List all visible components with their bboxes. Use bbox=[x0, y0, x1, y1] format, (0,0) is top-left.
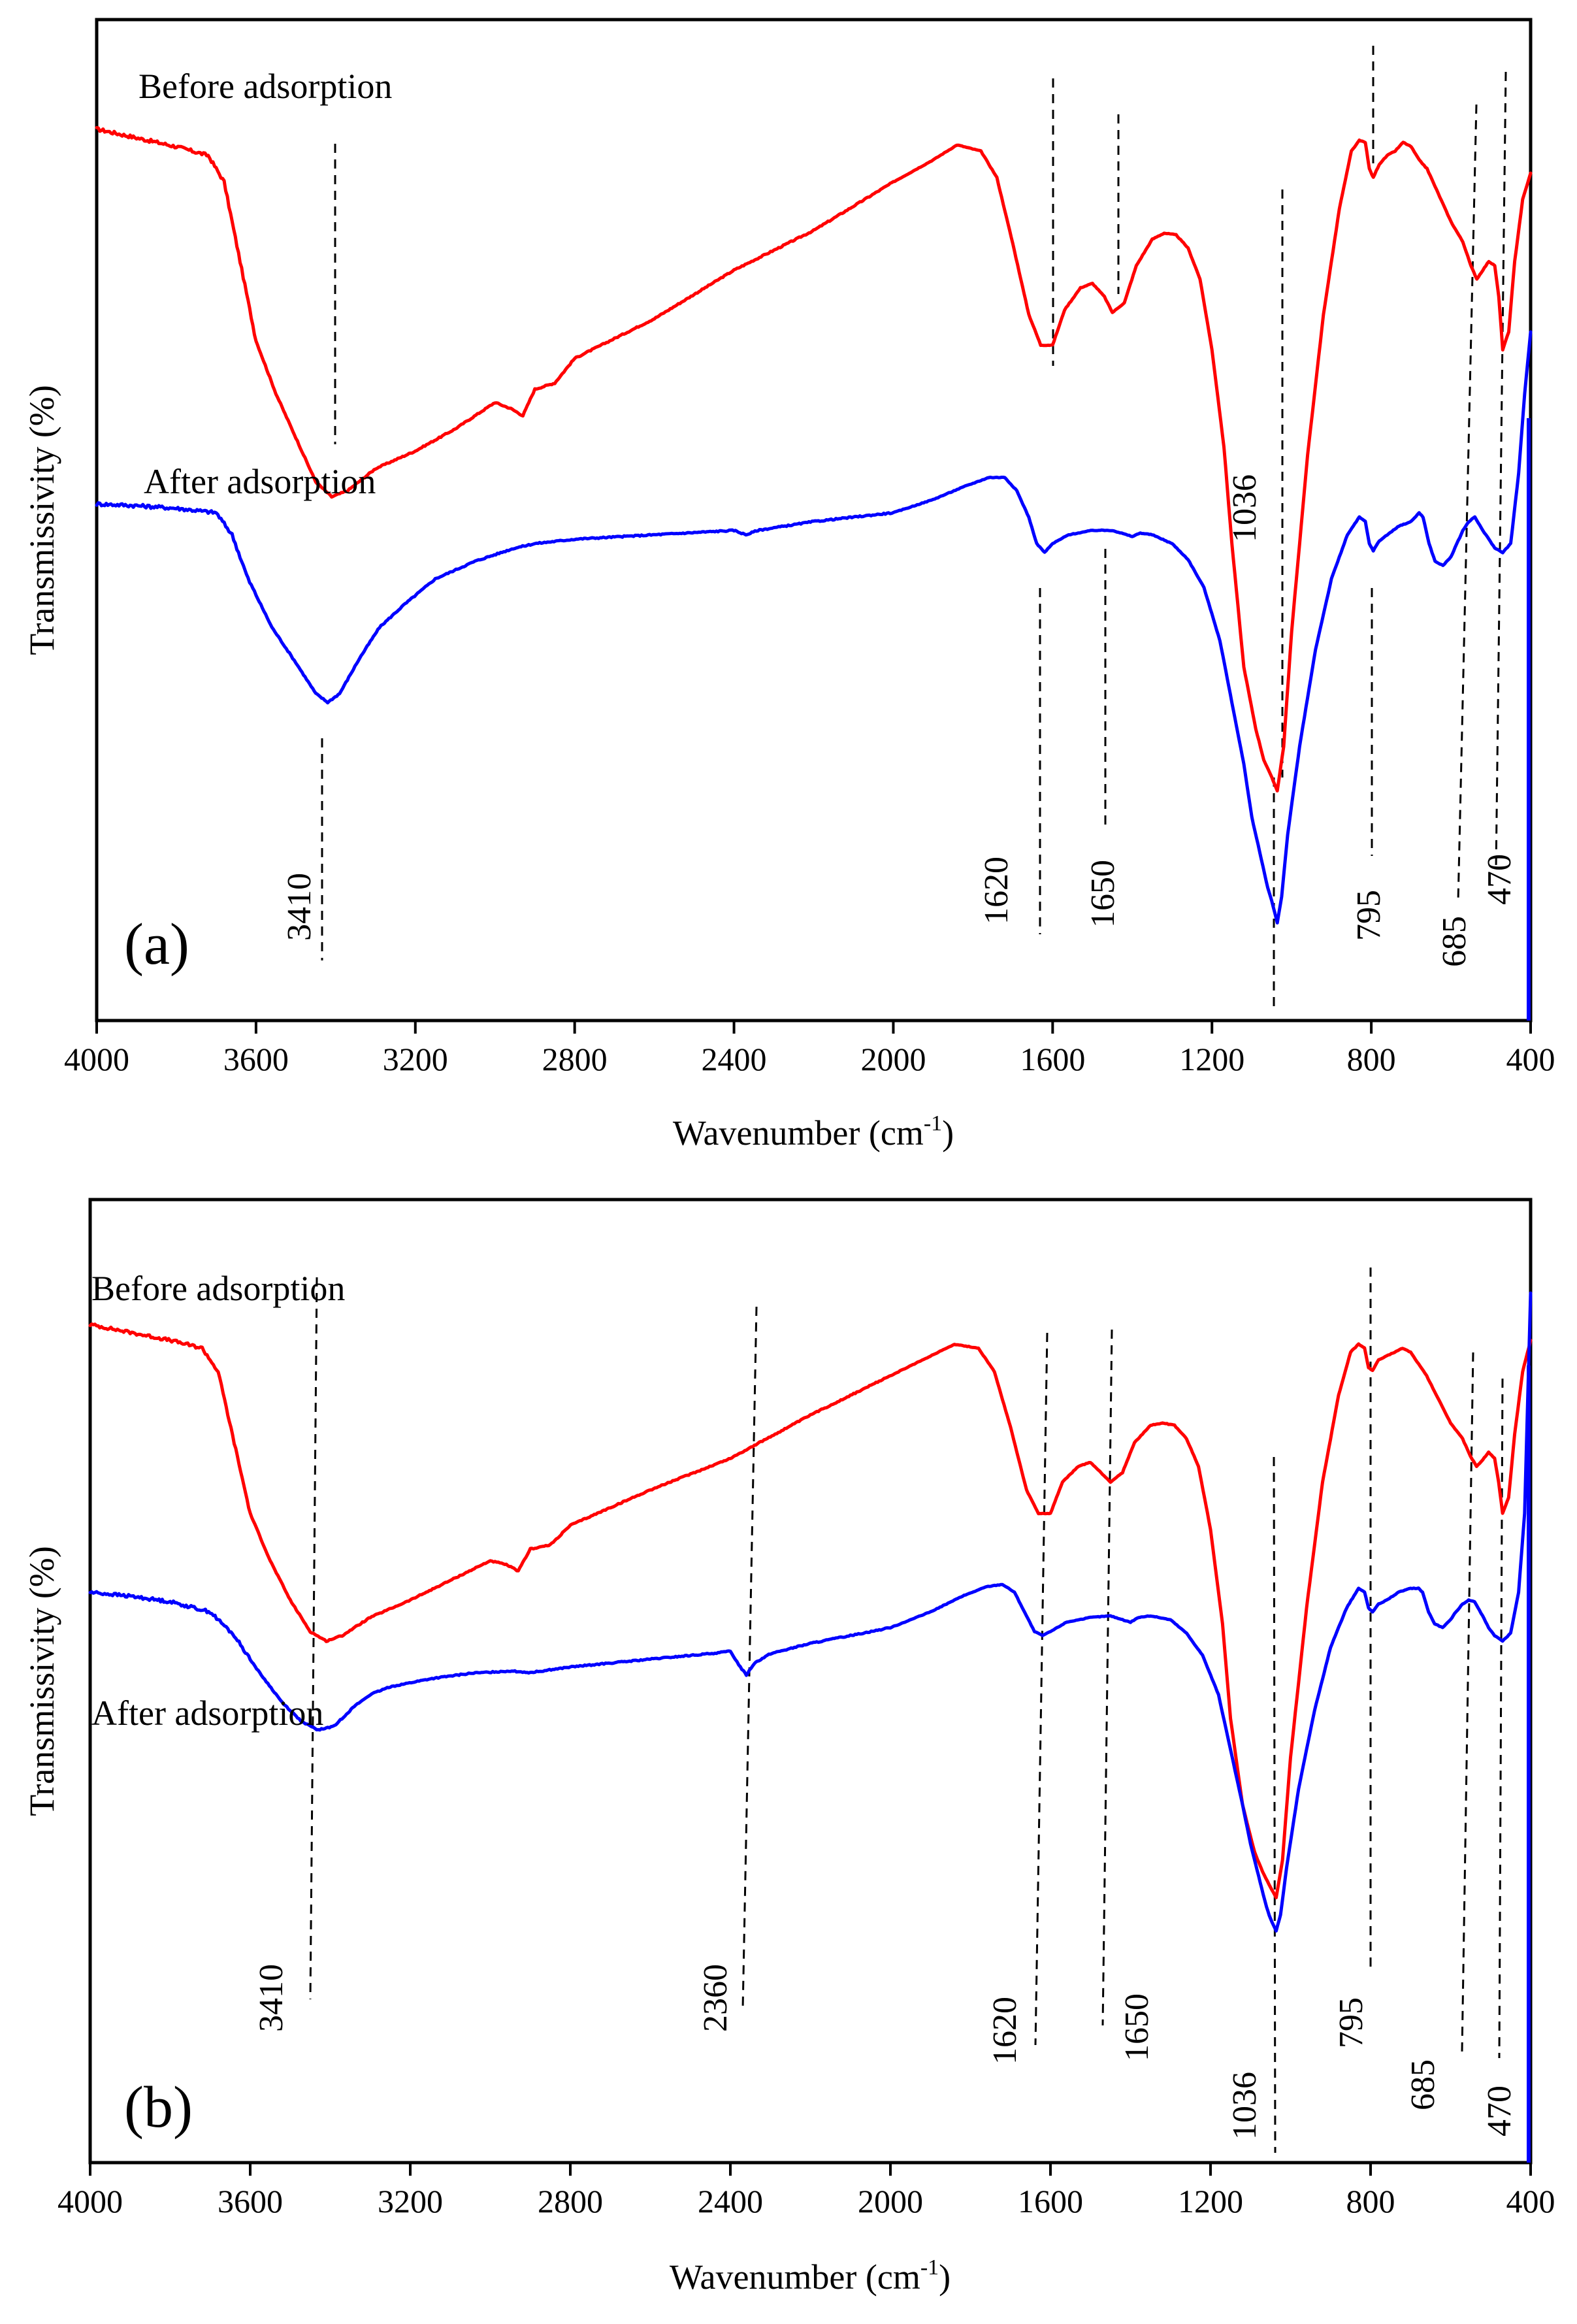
x-tick-label-3600-a: 3600 bbox=[223, 1041, 289, 1077]
after-adsorption-line-a bbox=[95, 330, 1533, 925]
x-axis-title-a-close: ) bbox=[942, 1113, 954, 1153]
x-axis-title-a-sup: -1 bbox=[924, 1111, 942, 1136]
x-ticks-a: 4000 3600 3200 2800 2400 2000 1600 1200 800 400 bbox=[64, 1021, 1555, 1077]
curve-label-before-a: Before adsorption bbox=[138, 67, 392, 106]
x-tick-label-400-a: 400 bbox=[1506, 1041, 1555, 1077]
x-tick-label-1600-a: 1600 bbox=[1020, 1041, 1085, 1077]
series-a bbox=[95, 125, 1533, 1021]
x-tick-label-3200-b: 3200 bbox=[378, 2183, 443, 2219]
peak-label-3410-b: 3410 bbox=[253, 1964, 290, 2032]
peak-label-3410-a: 3410 bbox=[281, 873, 318, 941]
before-adsorption-line-a bbox=[95, 125, 1533, 793]
x-tick-label-4000-a: 4000 bbox=[64, 1041, 129, 1077]
panel-a: 4000 3600 3200 2800 2400 2000 1600 1200 800 400 B… bbox=[22, 18, 1555, 1153]
x-tick-label-3200-a: 3200 bbox=[383, 1041, 448, 1077]
x-tick-label-800-a: 800 bbox=[1347, 1041, 1396, 1077]
y-axis-title-a: Transmissivity (%) bbox=[22, 385, 61, 655]
x-ticks-b: 4000 3600 3200 2800 2400 2000 1600 1200 800 400 bbox=[57, 2163, 1555, 2219]
x-axis-title-a: Wavenumber (cm-1) bbox=[673, 1111, 954, 1153]
x-axis-title-a-main: Wavenumber (cm bbox=[673, 1113, 924, 1153]
peak-label-470-a: 470 bbox=[1481, 854, 1518, 905]
curve-label-before-b: Before adsorption bbox=[91, 1269, 345, 1308]
peak-label-685-a: 685 bbox=[1436, 916, 1473, 967]
x-tick-label-2000-b: 2000 bbox=[858, 2183, 923, 2219]
x-axis-title-b-sup: -1 bbox=[920, 2255, 939, 2280]
guide-685-b bbox=[1461, 1352, 1474, 2052]
peak-label-1650-b: 1650 bbox=[1118, 1993, 1156, 2061]
x-axis-title-b-close: ) bbox=[939, 2257, 951, 2297]
x-tick-label-2400-b: 2400 bbox=[698, 2183, 763, 2219]
guide-3410-b bbox=[309, 1277, 318, 2000]
guide-470-b bbox=[1498, 1378, 1504, 2059]
guide-2360-b bbox=[741, 1306, 758, 2010]
before-adsorption-line-b bbox=[88, 1322, 1533, 1899]
guide-1650-b bbox=[1101, 1329, 1113, 2026]
x-tick-label-1200-a: 1200 bbox=[1179, 1041, 1244, 1077]
after-adsorption-line-b bbox=[88, 1291, 1533, 1933]
peak-label-1620-a: 1620 bbox=[978, 857, 1015, 925]
x-tick-label-2800-b: 2800 bbox=[538, 2183, 603, 2219]
x-tick-label-1200-b: 1200 bbox=[1178, 2183, 1243, 2219]
peak-label-470-b: 470 bbox=[1481, 2086, 1518, 2136]
panel-label-b: (b) bbox=[124, 2075, 193, 2140]
x-tick-label-3600-b: 3600 bbox=[218, 2183, 283, 2219]
x-tick-label-400-b: 400 bbox=[1506, 2183, 1555, 2219]
x-tick-label-2000-a: 2000 bbox=[860, 1041, 926, 1077]
x-axis-title-b: Wavenumber (cm-1) bbox=[670, 2255, 951, 2297]
peak-guides-b bbox=[309, 1268, 1504, 2153]
series-b bbox=[88, 1291, 1533, 2163]
guide-1620-b bbox=[1034, 1332, 1049, 2046]
peak-label-685-b: 685 bbox=[1405, 2059, 1442, 2110]
panel-label-a: (a) bbox=[124, 912, 189, 977]
peak-label-1650-a: 1650 bbox=[1084, 860, 1122, 928]
x-tick-label-800-b: 800 bbox=[1346, 2183, 1395, 2219]
peak-label-795-a: 795 bbox=[1350, 890, 1388, 941]
guide-470-a bbox=[1495, 71, 1507, 870]
panel-b: 4000 3600 3200 2800 2400 2000 1600 1200 800 400 B… bbox=[22, 1198, 1555, 2297]
curve-label-after-a: After adsorption bbox=[144, 462, 376, 501]
guide-1036-b bbox=[1273, 1456, 1276, 2153]
peak-label-795-b: 795 bbox=[1333, 1997, 1370, 2048]
curve-label-after-b: After adsorption bbox=[91, 1694, 323, 1733]
x-tick-label-4000-b: 4000 bbox=[57, 2183, 123, 2219]
peak-label-2360-b: 2360 bbox=[697, 1964, 734, 2032]
peak-label-1036-a: 1036 bbox=[1226, 474, 1263, 542]
peak-guides-a bbox=[321, 46, 1507, 1009]
x-tick-label-2800-a: 2800 bbox=[542, 1041, 608, 1077]
x-tick-label-1600-b: 1600 bbox=[1018, 2183, 1083, 2219]
x-tick-label-2400-a: 2400 bbox=[702, 1041, 767, 1077]
peak-label-1620-b: 1620 bbox=[986, 1997, 1024, 2065]
x-axis-title-b-main: Wavenumber (cm bbox=[670, 2257, 920, 2297]
guide-685-a bbox=[1457, 104, 1478, 902]
peak-label-1036-b: 1036 bbox=[1226, 2072, 1263, 2140]
y-axis-title-b: Transmissivity (%) bbox=[22, 1546, 61, 1816]
